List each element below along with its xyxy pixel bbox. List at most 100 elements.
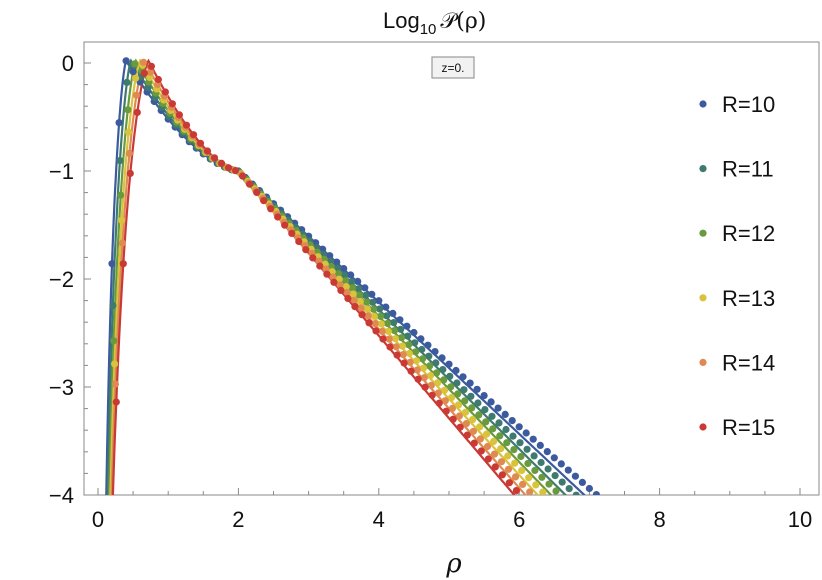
data-point [210, 154, 219, 162]
data-point [196, 139, 205, 147]
data-point [323, 270, 331, 278]
data-point [502, 425, 510, 434]
data-point [253, 188, 261, 196]
data-point [154, 75, 162, 84]
data-point [447, 394, 456, 402]
data-point [125, 149, 133, 157]
data-point [376, 312, 385, 320]
data-point [340, 271, 349, 279]
data-point [382, 303, 390, 311]
data-point [389, 309, 397, 317]
data-point [544, 465, 552, 473]
data-point [440, 376, 448, 384]
data-point [386, 343, 394, 351]
y-tick-label: −4 [49, 483, 74, 508]
data-point [504, 452, 512, 460]
data-point [571, 472, 580, 480]
data-point [483, 430, 491, 438]
data-point [246, 180, 254, 188]
data-point [400, 359, 408, 367]
data-point [504, 465, 513, 473]
data-point [122, 57, 130, 65]
data-point [566, 501, 573, 508]
data-point [116, 157, 124, 165]
data-point [433, 379, 442, 387]
data-point [347, 271, 355, 279]
data-point [411, 339, 419, 347]
legend-label: R=11 [722, 157, 774, 182]
data-point [482, 418, 490, 426]
y-tick-label: −2 [49, 267, 74, 292]
data-point [455, 412, 463, 420]
data-point [448, 404, 456, 412]
data-point [404, 332, 412, 340]
data-point [343, 288, 351, 297]
data-point [140, 69, 148, 77]
data-point [529, 435, 537, 443]
data-point [260, 197, 268, 205]
chart-title: Log10 𝒫(ρ) [383, 8, 486, 38]
data-point [419, 364, 427, 372]
data-point [453, 379, 461, 387]
data-point [344, 294, 352, 303]
legend-marker [699, 229, 707, 237]
data-point [371, 320, 379, 328]
data-point [361, 284, 369, 292]
data-point [413, 366, 421, 374]
data-point [341, 277, 349, 285]
data-point [462, 420, 470, 428]
data-point [501, 410, 509, 418]
data-point [355, 285, 363, 293]
data-point [441, 397, 449, 405]
data-point [218, 159, 226, 167]
data-point [483, 442, 492, 451]
x-tick-label: 8 [653, 507, 665, 532]
data-point [118, 216, 126, 224]
data-point [115, 119, 123, 127]
data-point [463, 431, 471, 439]
data-point [431, 348, 439, 356]
data-point [496, 432, 504, 440]
data-point [503, 439, 511, 447]
data-point [560, 494, 566, 495]
data-point [385, 335, 393, 343]
data-point [543, 448, 551, 456]
data-point [467, 392, 475, 400]
data-point [182, 121, 191, 129]
data-point [550, 454, 558, 462]
axis-ticks: 0 2 4 6 8 10 0 −1 −2 −3 −4 [49, 51, 812, 532]
data-point [362, 298, 370, 306]
data-point [481, 406, 489, 414]
data-point [557, 460, 565, 468]
x-tick-label: 0 [92, 507, 104, 532]
series-curve [111, 58, 516, 495]
data-point [126, 169, 134, 177]
data-point [449, 415, 457, 423]
data-point [490, 450, 499, 458]
data-point [438, 354, 446, 362]
data-point [519, 480, 527, 488]
data-point [518, 466, 526, 475]
data-point [509, 432, 517, 440]
data-point [551, 472, 559, 480]
data-point [358, 311, 366, 319]
data-point [525, 474, 533, 482]
data-point [410, 328, 418, 337]
data-point [474, 399, 482, 407]
data-point [515, 423, 523, 431]
data-point [433, 369, 441, 377]
data-point [239, 172, 247, 180]
data-point [111, 360, 119, 368]
data-point [396, 316, 404, 324]
data-point [379, 335, 387, 343]
data-point [123, 78, 131, 86]
data-point [365, 319, 373, 327]
data-point [354, 277, 362, 285]
data-point [497, 445, 505, 453]
series-curve [106, 58, 568, 495]
data-point [490, 437, 498, 445]
data-point [412, 357, 420, 365]
data-point [363, 305, 371, 313]
data-point [426, 372, 435, 380]
data-point [399, 351, 407, 359]
